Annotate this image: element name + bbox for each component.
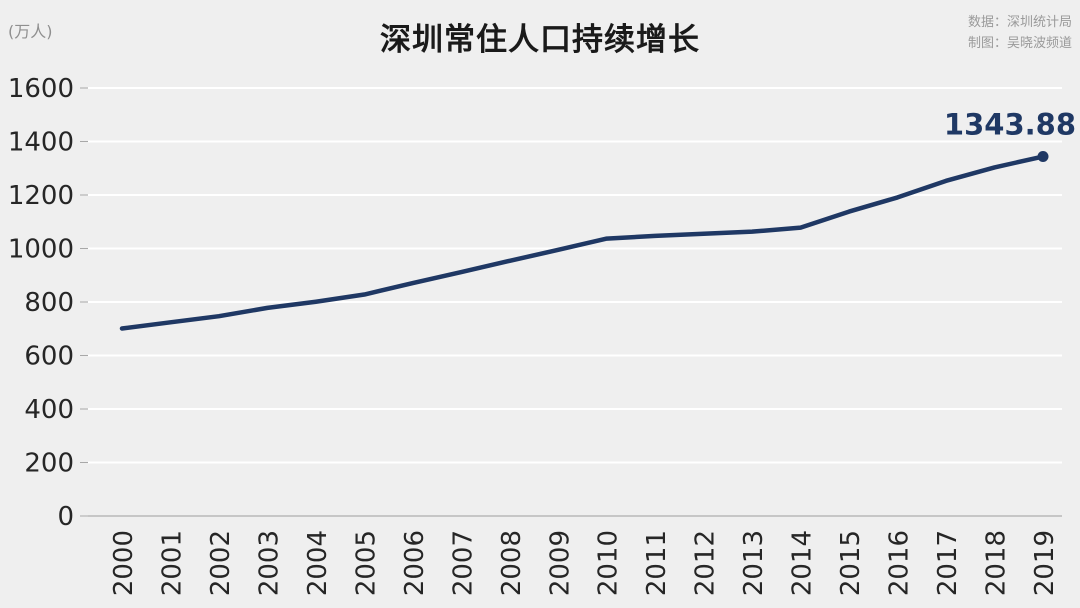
x-axis-label: 2015 bbox=[836, 530, 866, 596]
x-axis-label: 2005 bbox=[351, 530, 381, 596]
y-axis-label: 1600 bbox=[8, 74, 74, 104]
x-axis-label: 2002 bbox=[206, 530, 236, 596]
y-axis-label: 0 bbox=[57, 502, 74, 532]
x-axis-label: 2009 bbox=[545, 530, 575, 596]
end-point-marker bbox=[1037, 151, 1049, 163]
x-axis-label: 2016 bbox=[885, 530, 915, 596]
x-axis-label: 2001 bbox=[157, 530, 187, 596]
x-axis-label: 2019 bbox=[1030, 530, 1060, 596]
x-axis-label: 2008 bbox=[497, 530, 527, 596]
x-axis-label: 2010 bbox=[594, 530, 624, 596]
x-axis-label: 2006 bbox=[400, 530, 430, 596]
x-axis-label: 2012 bbox=[691, 530, 721, 596]
x-axis-label: 2003 bbox=[254, 530, 284, 596]
data-source-line: 数据：深圳统计局 bbox=[967, 15, 1072, 30]
y-axis-label: 400 bbox=[24, 395, 74, 425]
y-axis-label: 1200 bbox=[8, 181, 74, 211]
population-line bbox=[119, 154, 1046, 331]
x-axis-label: 2007 bbox=[448, 530, 478, 596]
x-axis-label: 2000 bbox=[109, 530, 139, 596]
y-axis-unit-label: (万人) bbox=[8, 22, 53, 41]
end-value-label: 1343.88 bbox=[944, 108, 1076, 142]
y-axis-label: 200 bbox=[24, 449, 74, 479]
chart-title: 深圳常住人口持续增长 bbox=[380, 22, 700, 58]
x-axis-label: 2004 bbox=[303, 530, 333, 596]
y-axis-label: 1400 bbox=[8, 128, 74, 158]
source-credits: 数据：深圳统计局 制图：吴晓波频道 bbox=[968, 13, 1072, 55]
x-axis-label: 2017 bbox=[933, 530, 963, 596]
x-axis-label: 2013 bbox=[739, 530, 769, 596]
x-axis-label: 2018 bbox=[982, 530, 1012, 596]
y-axis-label: 600 bbox=[24, 342, 74, 372]
y-axis-label: 800 bbox=[24, 288, 74, 318]
y-axis-label: 1000 bbox=[8, 235, 74, 265]
x-axis-label: 2014 bbox=[788, 530, 818, 596]
chart-credit-line: 制图：吴晓波频道 bbox=[967, 35, 1072, 51]
x-axis-label: 2011 bbox=[642, 530, 672, 596]
